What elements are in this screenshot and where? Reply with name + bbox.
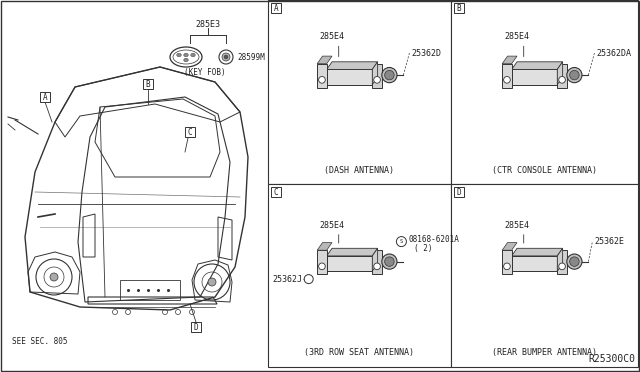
Ellipse shape (177, 53, 181, 57)
Polygon shape (326, 248, 378, 256)
Circle shape (319, 77, 325, 83)
Bar (271, 187, 281, 197)
Text: 285E4: 285E4 (319, 221, 344, 230)
Bar (451, 184, 638, 367)
Text: (REAR BUMPER ANTENNA): (REAR BUMPER ANTENNA) (492, 349, 597, 357)
Ellipse shape (184, 58, 188, 62)
Text: 08168-6201A: 08168-6201A (408, 235, 460, 244)
Text: 285E4: 285E4 (319, 32, 344, 41)
Text: 25362E: 25362E (595, 237, 625, 246)
Circle shape (504, 77, 510, 83)
Text: D: D (457, 187, 461, 196)
Circle shape (319, 263, 325, 270)
Text: (CTR CONSOLE ANTENNA): (CTR CONSOLE ANTENNA) (492, 166, 597, 174)
Text: S: S (400, 239, 403, 244)
Polygon shape (372, 62, 378, 84)
Text: ( 2): ( 2) (415, 244, 433, 253)
Polygon shape (502, 64, 512, 87)
Text: (DASH ANTENNA): (DASH ANTENNA) (324, 166, 394, 174)
Text: R25300C0: R25300C0 (588, 354, 635, 364)
Text: 285E3: 285E3 (195, 19, 221, 29)
Polygon shape (502, 56, 517, 64)
Polygon shape (372, 64, 382, 87)
Circle shape (222, 53, 230, 61)
Circle shape (382, 67, 397, 83)
Bar (271, 3, 281, 13)
Polygon shape (317, 56, 332, 64)
Circle shape (570, 70, 579, 80)
Bar (268, 184, 451, 367)
Text: 25362D: 25362D (412, 49, 442, 58)
Text: 285E4: 285E4 (504, 221, 529, 230)
Text: D: D (194, 323, 198, 331)
Polygon shape (512, 248, 563, 256)
Polygon shape (502, 250, 512, 274)
Ellipse shape (184, 53, 188, 57)
Bar (143, 79, 153, 89)
Circle shape (224, 55, 228, 59)
Circle shape (567, 67, 582, 83)
Polygon shape (557, 64, 567, 87)
Text: 25362DA: 25362DA (596, 49, 632, 58)
Circle shape (559, 77, 565, 83)
Text: B: B (146, 80, 150, 89)
Circle shape (374, 263, 380, 270)
Circle shape (567, 254, 582, 269)
Polygon shape (512, 70, 557, 84)
Bar (40, 92, 50, 102)
Circle shape (570, 257, 579, 266)
Circle shape (382, 254, 397, 269)
Polygon shape (557, 248, 563, 271)
Text: 28599M: 28599M (237, 52, 265, 61)
Text: 25362J: 25362J (273, 275, 303, 283)
Polygon shape (512, 62, 563, 70)
Polygon shape (317, 243, 332, 250)
Circle shape (385, 70, 394, 80)
Bar (120, 280, 180, 300)
Text: C: C (188, 128, 192, 137)
Bar (454, 3, 464, 13)
Polygon shape (326, 256, 372, 271)
Circle shape (208, 278, 216, 286)
Text: (3RD ROW SEAT ANTENNA): (3RD ROW SEAT ANTENNA) (305, 349, 415, 357)
Polygon shape (512, 256, 557, 271)
Text: A: A (274, 3, 278, 13)
Polygon shape (317, 250, 326, 274)
Text: 285E4: 285E4 (504, 32, 529, 41)
Bar (185, 127, 195, 137)
Polygon shape (557, 62, 563, 84)
Circle shape (374, 77, 380, 83)
Polygon shape (372, 248, 378, 271)
Polygon shape (317, 64, 326, 87)
Bar (268, 0, 451, 184)
Bar (451, 0, 638, 184)
Text: B: B (457, 3, 461, 13)
Polygon shape (502, 243, 517, 250)
Circle shape (504, 263, 510, 270)
Text: SEE SEC. 805: SEE SEC. 805 (12, 337, 67, 346)
Text: A: A (43, 93, 47, 102)
Circle shape (396, 237, 406, 247)
Circle shape (385, 257, 394, 266)
Polygon shape (372, 250, 382, 274)
Text: C: C (274, 187, 278, 196)
Circle shape (559, 263, 565, 270)
Bar (454, 187, 464, 197)
Polygon shape (557, 250, 567, 274)
Polygon shape (326, 62, 378, 70)
Bar (191, 322, 201, 332)
Text: (KEY FOB): (KEY FOB) (184, 67, 226, 77)
Circle shape (50, 273, 58, 281)
Ellipse shape (191, 53, 195, 57)
Polygon shape (326, 70, 372, 84)
